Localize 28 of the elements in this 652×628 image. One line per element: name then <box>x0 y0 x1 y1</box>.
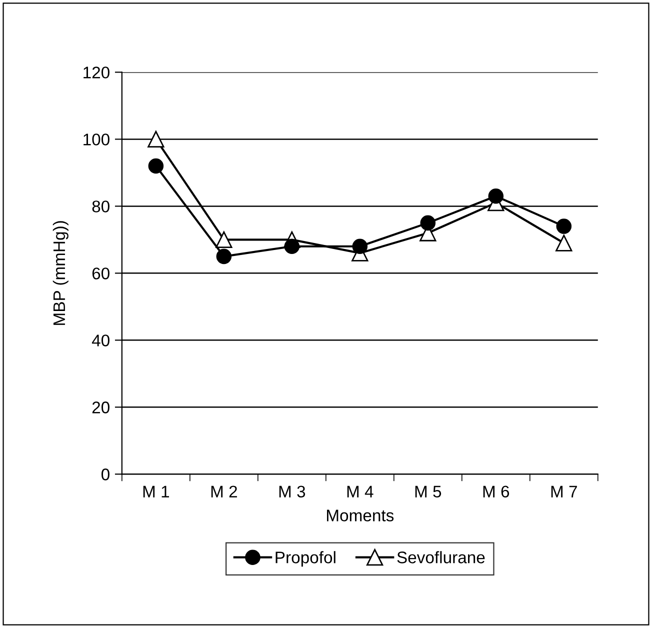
x-tick-label: M 4 <box>347 486 374 498</box>
y-tick-label: 60 <box>92 268 110 280</box>
point <box>148 158 164 174</box>
x-tick-label: M 1 <box>143 486 169 498</box>
point <box>420 215 436 231</box>
y-tick-label: 20 <box>92 402 110 414</box>
x-tick-label: M 6 <box>483 486 510 498</box>
point <box>488 188 504 204</box>
x-axis-title: Moments <box>327 510 394 522</box>
point <box>352 238 368 254</box>
y-tick-label: 100 <box>84 134 110 146</box>
y-axis-title: MBP (mmHg)) <box>52 221 68 325</box>
point <box>216 231 232 248</box>
y-tick-label: 0 <box>102 468 110 480</box>
y-tick-label: 120 <box>84 66 110 78</box>
x-tick-label: M 5 <box>415 486 442 498</box>
x-tick-label: M 7 <box>551 486 577 498</box>
x-tick-label: M 2 <box>211 486 237 498</box>
x-tick-label: M 3 <box>279 486 306 498</box>
legend-label: Propofol <box>276 551 336 567</box>
point <box>284 238 300 254</box>
point <box>148 130 164 148</box>
point <box>216 248 232 264</box>
y-tick-label: 80 <box>92 200 110 212</box>
legend-label: Sevoflurane <box>397 551 485 564</box>
y-tick-label: 40 <box>92 334 110 346</box>
point <box>556 218 572 234</box>
point <box>556 234 572 252</box>
